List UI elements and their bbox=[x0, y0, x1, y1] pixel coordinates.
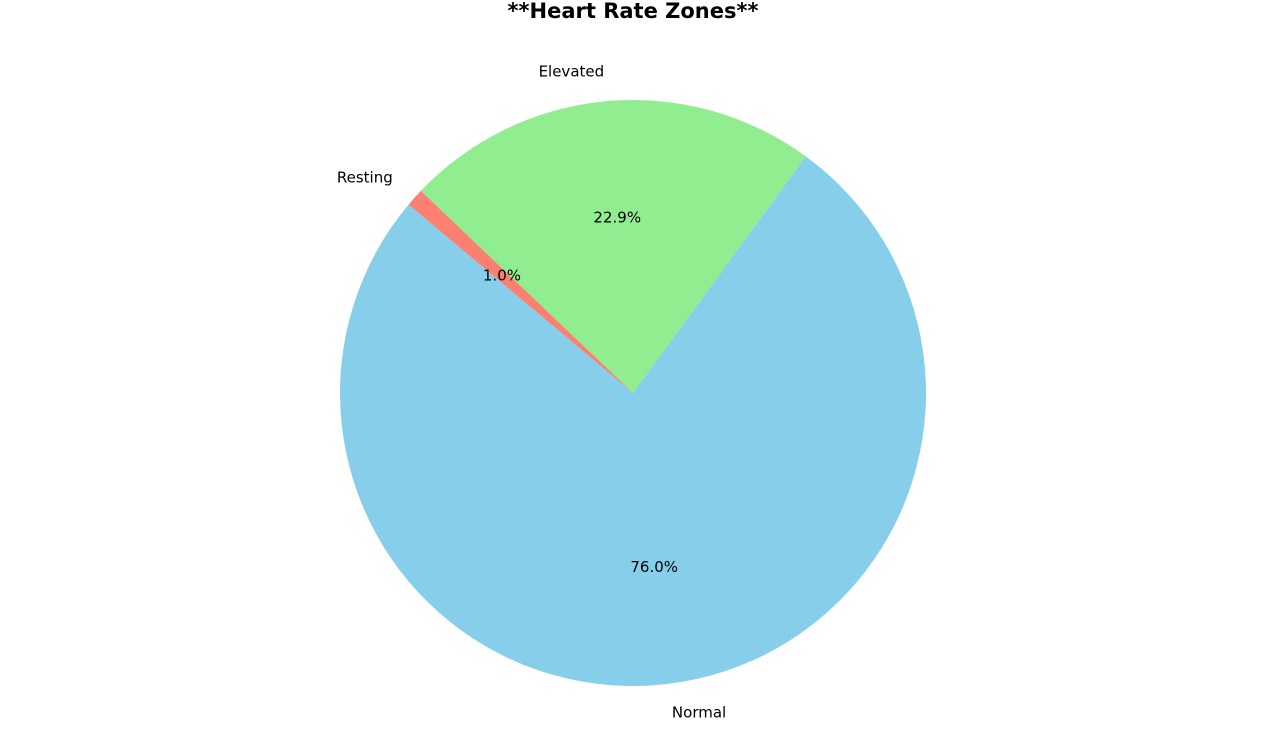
pie-slice-resting bbox=[408, 190, 633, 393]
pie-slice-normal bbox=[340, 156, 926, 686]
slice-label-resting: Resting bbox=[337, 169, 393, 187]
pie-labels: Normal 76.0% Elevated 22.9% Resting 1.0% bbox=[337, 62, 726, 721]
pie-slice-elevated bbox=[420, 100, 806, 393]
pct-label-normal: 76.0% bbox=[630, 558, 678, 576]
slice-label-elevated: Elevated bbox=[539, 62, 605, 80]
chart-title: **Heart Rate Zones** bbox=[508, 0, 759, 23]
slice-label-normal: Normal bbox=[672, 703, 726, 721]
pie-slices bbox=[340, 100, 926, 686]
pct-label-elevated: 22.9% bbox=[593, 208, 641, 226]
pct-label-resting: 1.0% bbox=[483, 266, 521, 284]
